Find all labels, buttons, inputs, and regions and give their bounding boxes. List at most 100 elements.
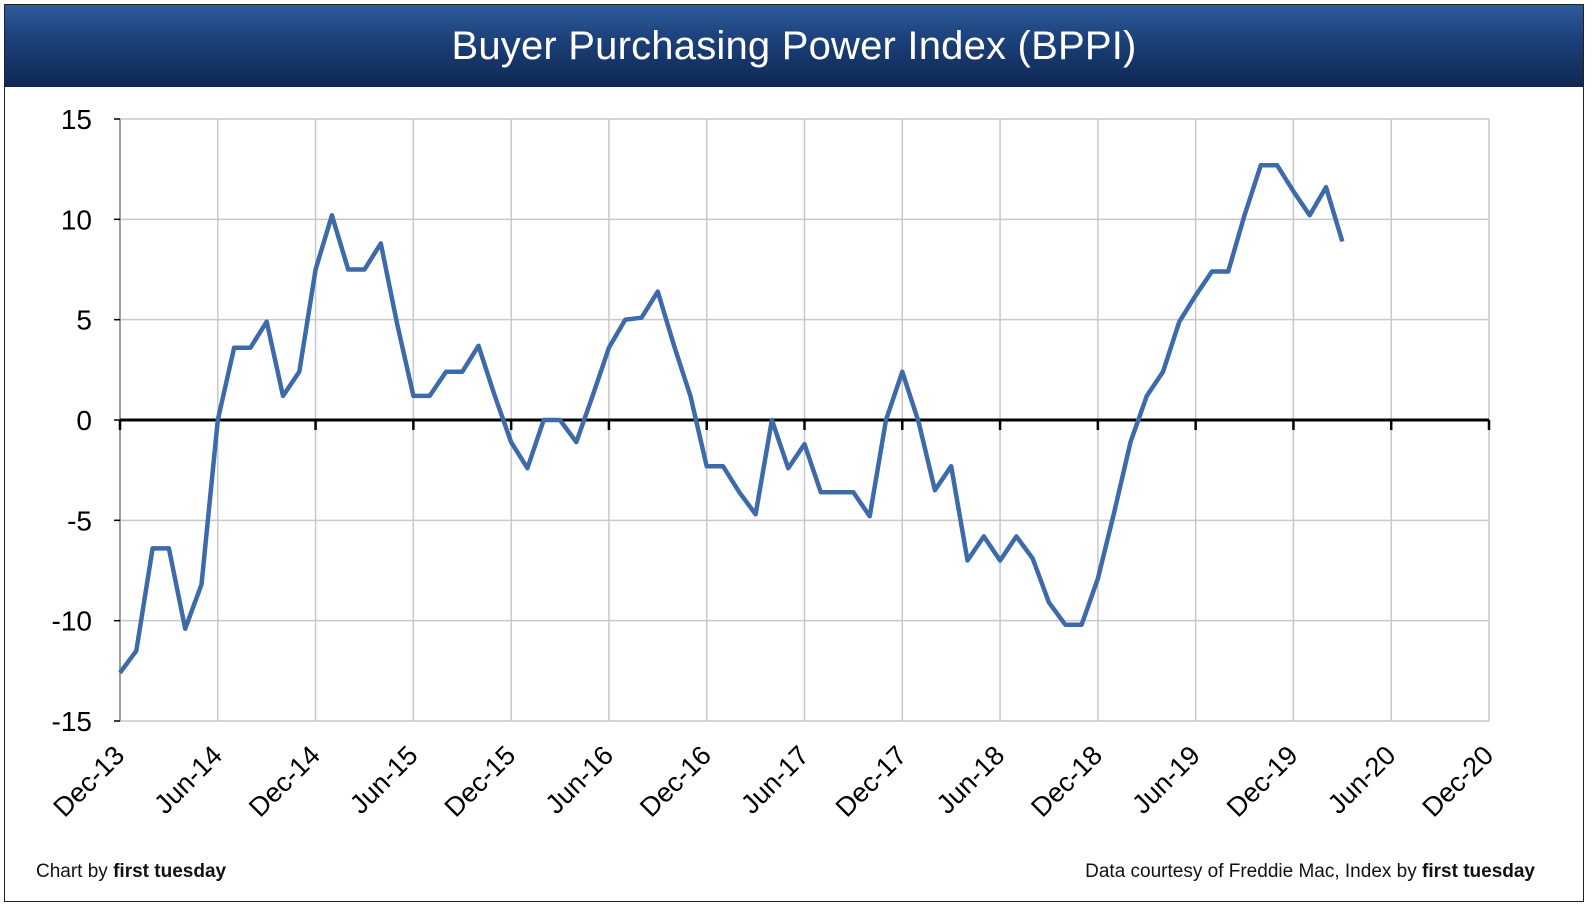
footer-left-prefix: Chart by — [36, 861, 114, 882]
data-point — [575, 441, 577, 443]
footer-right-brand: first tuesday — [1422, 861, 1535, 882]
data-point — [641, 317, 642, 319]
data-point — [1227, 271, 1229, 272]
data-point — [1211, 271, 1213, 272]
y-tick-label: 5 — [76, 305, 92, 336]
data-point — [771, 419, 773, 421]
data-point — [999, 560, 1001, 561]
y-tick-label: -15 — [52, 706, 92, 737]
data-point — [119, 672, 121, 674]
data-point — [510, 441, 512, 443]
data-point — [1032, 558, 1034, 559]
chart-plot: 15 10 5 0 -5 -10 -15 Dec-13 Jun-14 Dec-14 Jun-15 D… — [47, 104, 1499, 823]
x-tick-label: Dec-18 — [1025, 740, 1108, 823]
data-point — [820, 491, 822, 493]
data-point — [1064, 624, 1066, 626]
data-point — [494, 395, 496, 397]
data-point — [298, 371, 300, 373]
data-point — [901, 371, 903, 373]
data-point — [885, 419, 887, 421]
footer-left-brand: first tuesday — [113, 861, 227, 882]
data-point — [315, 269, 317, 270]
y-tick-label: -10 — [52, 606, 92, 637]
x-tick-label: Dec-17 — [830, 740, 913, 823]
x-tick-label: Dec-20 — [1416, 740, 1499, 823]
data-point — [266, 321, 268, 323]
data-point — [673, 345, 675, 347]
data-point — [1325, 186, 1327, 188]
data-point — [135, 650, 137, 652]
y-tick-label: 15 — [61, 104, 92, 135]
data-point — [217, 419, 219, 421]
data-point — [412, 395, 414, 397]
x-tick-label: Jun-16 — [540, 740, 620, 820]
data-point — [1260, 164, 1262, 166]
data-point — [1048, 602, 1050, 604]
data-point — [755, 513, 757, 515]
data-point — [1195, 295, 1197, 297]
footer-credit-left: Chart by first tuesday — [36, 861, 226, 883]
x-axis-ticks: Dec-13 Jun-14 Dec-14 Jun-15 Dec-15 Jun-16 Dec-… — [47, 740, 1499, 823]
data-point — [331, 214, 333, 216]
data-point — [347, 269, 349, 270]
chart-frame: Buyer Purchasing Power Index (BPPI) 15 10… — [4, 4, 1584, 902]
footer-credit-right: Data courtesy of Freddie Mac, Index by f… — [1085, 861, 1535, 883]
data-point — [869, 515, 871, 517]
data-point — [657, 291, 659, 293]
x-tick-label: Jun-19 — [1126, 740, 1206, 820]
data-point — [526, 467, 528, 469]
zero-axis — [118, 418, 1491, 430]
data-point — [1097, 578, 1099, 579]
x-tick-label: Dec-16 — [634, 740, 717, 823]
data-point — [543, 419, 545, 421]
x-tick-label: Dec-19 — [1221, 740, 1304, 823]
x-tick-label: Jun-14 — [148, 740, 228, 820]
x-tick-label: Dec-13 — [47, 740, 130, 823]
data-point — [1081, 624, 1083, 626]
data-point — [608, 347, 610, 349]
x-tick-label: Jun-18 — [931, 740, 1011, 820]
data-point — [1292, 190, 1294, 192]
data-point — [282, 395, 284, 397]
data-point — [706, 465, 708, 467]
data-point — [380, 242, 382, 244]
data-point — [1015, 535, 1017, 537]
data-point — [1130, 441, 1131, 443]
data-point — [249, 347, 251, 349]
y-tick-label: -5 — [67, 505, 92, 536]
data-point — [967, 560, 968, 561]
x-tick-label: Jun-20 — [1322, 740, 1402, 820]
series-line — [118, 162, 1345, 675]
data-point — [934, 489, 936, 491]
y-tick-label: 10 — [61, 204, 92, 235]
series-layer — [118, 162, 1345, 675]
data-point — [950, 465, 952, 467]
data-point — [804, 443, 805, 445]
data-point — [559, 419, 561, 421]
data-point — [1276, 164, 1278, 166]
x-tick-label: Dec-14 — [243, 740, 326, 823]
chart-title: Buyer Purchasing Power Index (BPPI) — [451, 23, 1137, 68]
data-point — [201, 584, 202, 585]
data-point — [478, 345, 479, 347]
data-point — [689, 395, 691, 397]
data-point — [1309, 214, 1311, 216]
x-tick-label: Jun-17 — [735, 740, 815, 820]
data-point — [852, 491, 854, 493]
data-point — [983, 535, 985, 537]
x-tick-label: Dec-15 — [439, 740, 522, 823]
y-tick-label: 0 — [76, 405, 92, 436]
data-point — [1113, 511, 1115, 513]
data-point — [836, 491, 838, 493]
data-point — [396, 323, 398, 325]
data-point — [184, 628, 186, 630]
data-point — [918, 421, 920, 423]
data-point — [168, 547, 170, 549]
data-point — [1146, 395, 1148, 397]
y-axis-ticks: 15 10 5 0 -5 -10 -15 — [52, 104, 120, 737]
title-bar: Buyer Purchasing Power Index (BPPI) — [5, 5, 1583, 87]
data-point — [364, 269, 365, 270]
data-point — [1341, 240, 1343, 242]
footer-right-prefix: Data courtesy of Freddie Mac, Index by — [1085, 861, 1423, 882]
data-point — [738, 491, 740, 493]
